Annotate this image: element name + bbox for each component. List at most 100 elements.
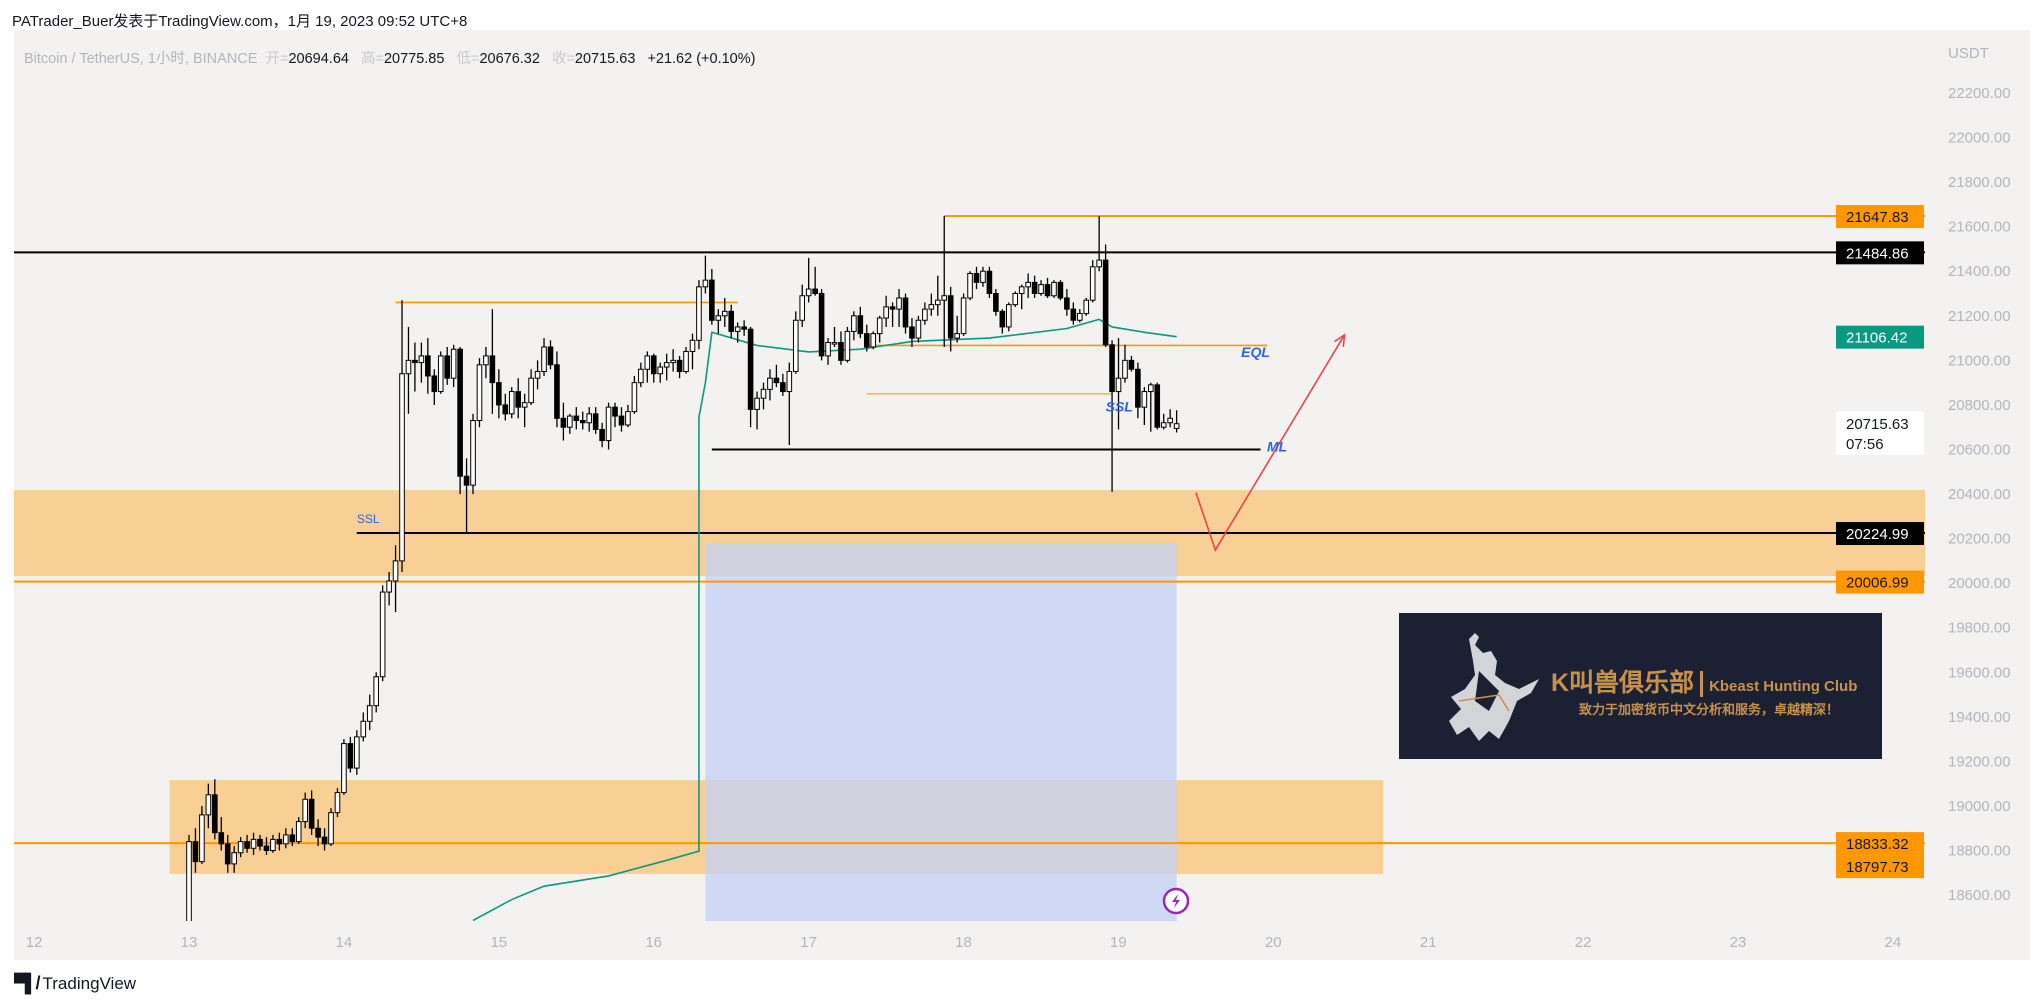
price-axis[interactable]: USDT 22200.00 22000.00 21800.00 21600.00 214… <box>1948 45 2011 904</box>
price-tag <box>1836 855 1924 879</box>
candle <box>1044 284 1051 297</box>
candle <box>947 295 954 339</box>
candle <box>534 371 541 379</box>
candle <box>638 368 644 384</box>
candle <box>805 288 812 297</box>
promo-title-cn: K叫兽俱乐部 <box>1551 669 1695 697</box>
annotation-label: EQL <box>1241 344 1270 360</box>
candle <box>579 420 586 424</box>
candle <box>276 838 283 845</box>
candle <box>612 406 618 417</box>
candle <box>676 359 683 372</box>
candle <box>986 270 993 295</box>
price-axis-tick: 20200.00 <box>1948 531 2011 548</box>
candle <box>379 591 386 678</box>
annotation-label: SSL <box>1106 399 1133 415</box>
candle <box>528 377 534 404</box>
indicator-line <box>472 318 1177 921</box>
candle <box>567 415 573 428</box>
price-axis-tick: 21600.00 <box>1948 219 2011 236</box>
candle <box>399 373 405 562</box>
tradingview-logo[interactable]: ▀▌/ TradingView <box>14 973 136 994</box>
candle <box>721 310 728 317</box>
candle <box>502 404 509 415</box>
candle <box>1070 308 1077 321</box>
close-label: 收= <box>551 51 575 67</box>
candle <box>1018 286 1025 295</box>
candle <box>1051 281 1057 297</box>
candle <box>747 328 754 410</box>
indicator-layer <box>472 318 1177 921</box>
candle <box>857 315 864 335</box>
candle <box>483 355 489 366</box>
candle <box>838 342 844 361</box>
candle <box>270 838 276 852</box>
candle <box>1128 359 1135 370</box>
price-tags: 21647.83 21484.86 21106.42 20224.99 20006.99… <box>1836 205 1924 879</box>
candle <box>870 333 877 348</box>
candle <box>592 413 599 430</box>
symbol-legend[interactable]: Bitcoin / TetherUS, 1小时, BINANCE 开=20694… <box>24 47 763 68</box>
candle <box>1064 297 1070 310</box>
candle <box>431 375 438 393</box>
last-price-tag: 20715.63 07:56 <box>1836 411 1924 455</box>
time-axis-tick: 23 <box>1730 934 1747 951</box>
price-axis-tick: 19200.00 <box>1948 753 2011 770</box>
candle <box>347 743 354 769</box>
candle <box>941 295 948 301</box>
price-axis-tick: 20000.00 <box>1948 575 2011 592</box>
candle <box>554 364 560 419</box>
candle <box>283 834 289 845</box>
candle <box>618 415 625 426</box>
price-tag <box>1836 325 1924 349</box>
candle <box>689 339 696 352</box>
candle <box>192 841 199 863</box>
candle <box>954 333 960 339</box>
lightning-icon[interactable] <box>1162 887 1190 915</box>
candle <box>696 286 702 341</box>
tradingview-logo-text: TradingView <box>42 973 137 993</box>
candle <box>934 299 941 306</box>
price-tag-value: 18833.32 <box>1846 836 1909 853</box>
candle <box>418 355 425 364</box>
candle <box>541 346 547 373</box>
range-box <box>705 543 1177 921</box>
candle <box>457 348 463 477</box>
time-axis-tick: 19 <box>1110 934 1127 951</box>
candle <box>224 843 231 865</box>
time-axis[interactable]: 12 13 14 15 16 17 18 19 20 21 22 23 24 <box>26 934 1901 951</box>
candle <box>334 792 341 814</box>
candle <box>586 413 593 424</box>
candle <box>973 272 980 283</box>
price-axis-tick: 21400.00 <box>1948 263 2011 280</box>
high-value: 20775.85 <box>383 51 445 67</box>
candle <box>263 845 270 852</box>
candle <box>896 297 902 310</box>
candle <box>825 342 831 357</box>
candle <box>1147 384 1154 393</box>
candle <box>792 319 799 373</box>
price-axis-tick: 19400.00 <box>1948 709 2011 726</box>
candle <box>470 420 476 486</box>
low-label: 低= <box>456 51 480 67</box>
candle <box>360 720 367 738</box>
last-price: 20715.63 <box>1846 416 1909 433</box>
candle <box>437 355 444 393</box>
lines-layer <box>14 215 1925 845</box>
candle <box>605 406 612 442</box>
candle <box>386 580 392 593</box>
candle <box>1122 359 1128 379</box>
candle <box>205 794 212 816</box>
annotation-label: SSL <box>357 512 380 526</box>
candle <box>889 306 896 310</box>
candle <box>218 832 225 845</box>
candle <box>844 330 851 361</box>
candle <box>1135 368 1141 408</box>
candle <box>1089 266 1096 301</box>
candle <box>728 310 735 332</box>
projection-path <box>1195 334 1346 552</box>
low-value: 20676.32 <box>479 51 540 67</box>
promo-title: K叫兽俱乐部 Kbeast Hunting Club <box>1551 663 1857 699</box>
time-axis-tick: 17 <box>800 934 817 951</box>
